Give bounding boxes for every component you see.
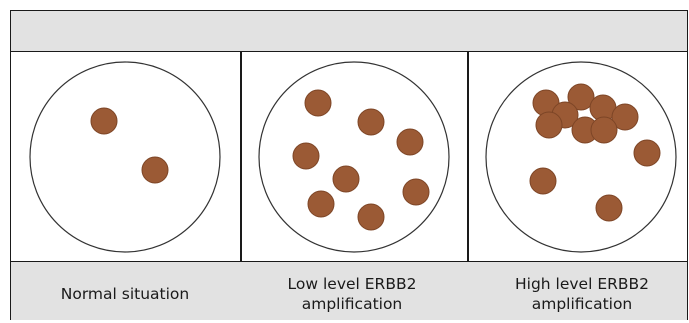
signal-dot bbox=[292, 142, 320, 170]
caption-high-level-text: High level ERBB2 amplification bbox=[514, 274, 650, 313]
signal-dot bbox=[357, 108, 385, 136]
signal-dot bbox=[529, 167, 557, 195]
signal-dot bbox=[307, 190, 335, 218]
signal-dot bbox=[90, 107, 118, 135]
divider-1 bbox=[240, 51, 242, 320]
signal-dot bbox=[611, 103, 639, 131]
signal-dot bbox=[332, 165, 360, 193]
caption-row bbox=[10, 261, 688, 320]
signal-dot bbox=[357, 203, 385, 231]
signal-dot bbox=[567, 83, 595, 111]
caption-low-level-text: Low level ERBB2 amplification bbox=[287, 274, 417, 313]
caption-normal-text: Normal situation bbox=[60, 284, 190, 303]
signal-dot bbox=[595, 194, 623, 222]
signal-dot bbox=[396, 128, 424, 156]
divider-2 bbox=[467, 51, 469, 320]
caption-low-level: Low level ERBB2 amplification bbox=[262, 264, 442, 323]
header-band bbox=[10, 10, 688, 52]
signal-dot bbox=[590, 116, 618, 144]
signal-dot bbox=[141, 156, 169, 184]
caption-normal: Normal situation bbox=[10, 264, 240, 323]
nucleus-normal bbox=[29, 61, 221, 253]
signal-dot bbox=[304, 89, 332, 117]
signal-dot bbox=[402, 178, 430, 206]
signal-dot bbox=[535, 111, 563, 139]
nucleus-low-level bbox=[258, 61, 450, 253]
caption-high-level: High level ERBB2 amplification bbox=[492, 264, 672, 323]
signal-dot bbox=[633, 139, 661, 167]
